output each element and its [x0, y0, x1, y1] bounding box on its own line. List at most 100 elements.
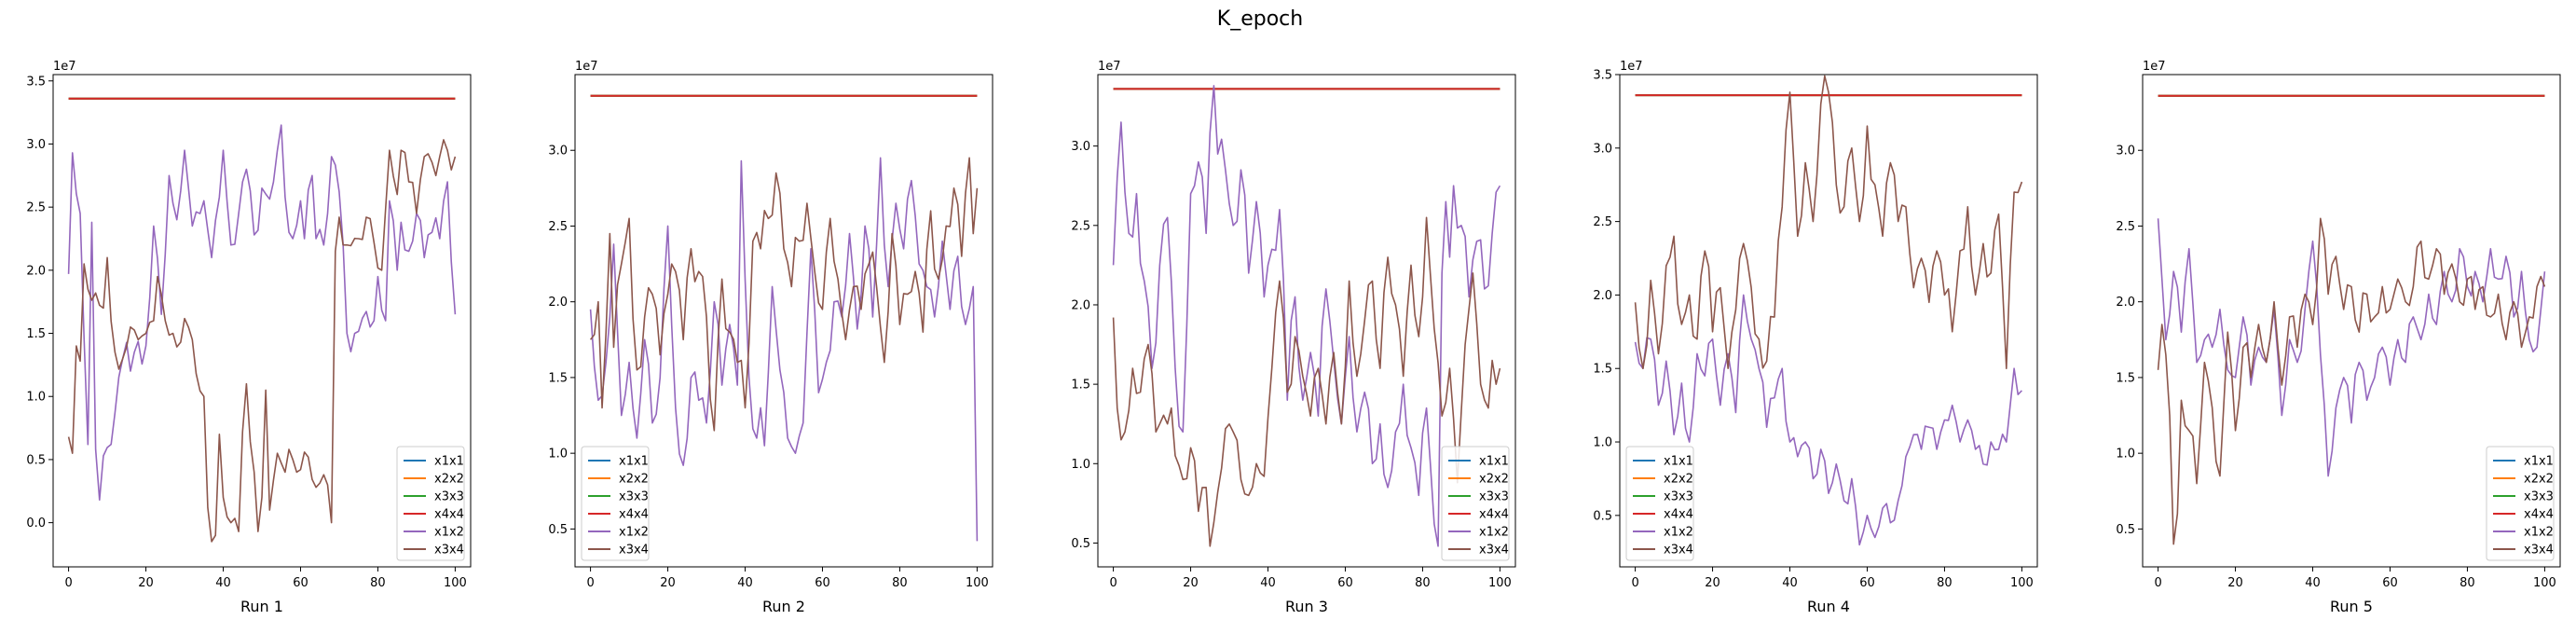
- series-line-x1x2: [1112, 85, 1501, 547]
- y-tick-label: 3.5: [26, 75, 46, 89]
- legend-label-x4x4: x4x4: [434, 508, 464, 522]
- y-tick-label: 2.0: [1071, 298, 1090, 312]
- x-tick-label: 60: [1859, 576, 1875, 590]
- legend-label-x2x2: x2x2: [619, 473, 649, 487]
- y-exponent-label: 1e7: [1620, 60, 1643, 74]
- x-axis-label: Run 3: [1285, 598, 1328, 615]
- x-tick-label: 100: [2533, 576, 2556, 590]
- y-tick-label: 3.0: [1071, 140, 1090, 154]
- axes-frame: [574, 74, 993, 568]
- y-tick-label: 2.5: [2116, 220, 2135, 234]
- legend: x1x1 x2x2 x3x3 x4x4 x1x2 x3x4: [1441, 446, 1510, 561]
- legend-label-x3x4: x3x4: [1479, 544, 1509, 558]
- axes-frame: [2142, 74, 2561, 568]
- y-tick-label: 1.5: [1071, 379, 1090, 393]
- x-tick-label: 100: [2010, 576, 2034, 590]
- y-tick-label: 0.5: [1071, 537, 1090, 551]
- axes-frame: [52, 74, 472, 568]
- legend-label-x1x1: x1x1: [2524, 455, 2554, 469]
- y-tick-label: 2.5: [548, 220, 568, 234]
- figure-title: K_epoch: [1217, 7, 1303, 31]
- y-exponent-label: 1e7: [1098, 60, 1121, 74]
- legend-label-x1x1: x1x1: [1479, 455, 1509, 469]
- plot-lines: [67, 97, 457, 543]
- subplot-4: 0 20 40 60 80 100 0.5 1.0 1.5 2.0 2.5 3.0 3.5 1e7 Run …: [1593, 60, 2038, 615]
- x-tick-label: 100: [966, 576, 989, 590]
- legend: x1x1 x2x2 x3x3 x4x4 x1x2 x3x4: [1625, 446, 1694, 561]
- series-line-x3x4: [589, 157, 979, 432]
- x-tick-label: 0: [1109, 576, 1117, 590]
- y-tick-label: 1.0: [26, 391, 46, 405]
- legend-label-x4x4: x4x4: [1664, 508, 1693, 522]
- y-tick-label: 1.0: [1593, 436, 1612, 450]
- y-tick-label: 2.0: [548, 296, 568, 310]
- x-tick-label: 40: [1782, 576, 1798, 590]
- y-tick-label: 3.0: [548, 145, 568, 158]
- x-tick-label: 80: [892, 576, 908, 590]
- x-tick-label: 80: [2460, 576, 2475, 590]
- legend-label-x3x4: x3x4: [434, 544, 464, 558]
- x-tick-label: 60: [2382, 576, 2398, 590]
- legend-label-x3x3: x3x3: [434, 490, 464, 504]
- axes-frame: [1097, 74, 1516, 568]
- y-exponent-label: 1e7: [2143, 60, 2166, 74]
- y-exponent-label: 1e7: [575, 60, 598, 74]
- x-tick-label: 80: [1415, 576, 1431, 590]
- series-line-x3x4: [67, 139, 457, 543]
- x-tick-label: 40: [737, 576, 753, 590]
- legend-label-x1x2: x1x2: [619, 526, 649, 540]
- y-tick-label: 0.5: [1593, 509, 1612, 523]
- x-tick-label: 40: [2305, 576, 2321, 590]
- axes-frame: [1619, 74, 2038, 568]
- legend-label-x1x2: x1x2: [1479, 526, 1509, 540]
- legend-label-x3x3: x3x3: [1479, 490, 1509, 504]
- y-tick-label: 1.0: [1071, 458, 1090, 472]
- x-tick-label: 20: [138, 576, 154, 590]
- plot-lines: [2157, 94, 2546, 545]
- y-tick-label: 2.5: [1071, 219, 1090, 233]
- x-tick-label: 0: [2154, 576, 2161, 590]
- x-tick-label: 0: [586, 576, 594, 590]
- subplot-5: 0 20 40 60 80 100 0.5 1.0 1.5 2.0 2.5 3.0 1e7 Run 5 x1…: [2116, 60, 2561, 615]
- series-line-x1x2: [67, 124, 457, 502]
- y-tick-label: 3.0: [2116, 145, 2135, 158]
- x-axis-label: Run 2: [762, 598, 805, 615]
- x-tick-label: 80: [370, 576, 386, 590]
- legend-label-x2x2: x2x2: [1664, 473, 1693, 487]
- series-line-x1x2: [2157, 218, 2546, 477]
- x-axis-label: Run 4: [1807, 598, 1850, 615]
- y-tick-label: 2.0: [1593, 289, 1612, 303]
- y-tick-label: 3.5: [1593, 69, 1612, 83]
- series-line-x3x4: [1112, 216, 1501, 547]
- legend-label-x3x4: x3x4: [1664, 544, 1693, 558]
- legend-label-x1x2: x1x2: [1664, 526, 1693, 540]
- x-tick-label: 40: [1260, 576, 1276, 590]
- legend-label-x4x4: x4x4: [2524, 508, 2554, 522]
- legend-label-x2x2: x2x2: [2524, 473, 2554, 487]
- x-axis-label: Run 1: [240, 598, 283, 615]
- x-tick-label: 60: [1337, 576, 1353, 590]
- series-line-x3x4: [1634, 75, 2023, 370]
- x-tick-label: 100: [444, 576, 467, 590]
- x-tick-label: 0: [64, 576, 72, 590]
- y-exponent-label: 1e7: [53, 60, 76, 74]
- legend: x1x1 x2x2 x3x3 x4x4 x1x2 x3x4: [581, 446, 650, 561]
- legend-label-x1x2: x1x2: [434, 526, 464, 540]
- legend-label-x2x2: x2x2: [434, 473, 464, 487]
- legend: x1x1 x2x2 x3x3 x4x4 x1x2 x3x4: [2486, 446, 2555, 561]
- y-tick-label: 2.0: [26, 264, 46, 278]
- x-tick-label: 80: [1937, 576, 1953, 590]
- y-tick-label: 0.5: [548, 523, 568, 537]
- legend-label-x3x3: x3x3: [1664, 490, 1693, 504]
- y-tick-label: 0.0: [26, 517, 46, 530]
- y-tick-label: 2.0: [2116, 296, 2135, 310]
- y-tick-label: 3.0: [1593, 142, 1612, 156]
- y-tick-label: 2.5: [1593, 215, 1612, 229]
- legend-label-x2x2: x2x2: [1479, 473, 1509, 487]
- legend: x1x1 x2x2 x3x3 x4x4 x1x2 x3x4: [396, 446, 465, 561]
- x-tick-label: 40: [215, 576, 231, 590]
- x-axis-label: Run 5: [2330, 598, 2373, 615]
- legend-label-x1x2: x1x2: [2524, 526, 2554, 540]
- legend-label-x1x1: x1x1: [434, 455, 464, 469]
